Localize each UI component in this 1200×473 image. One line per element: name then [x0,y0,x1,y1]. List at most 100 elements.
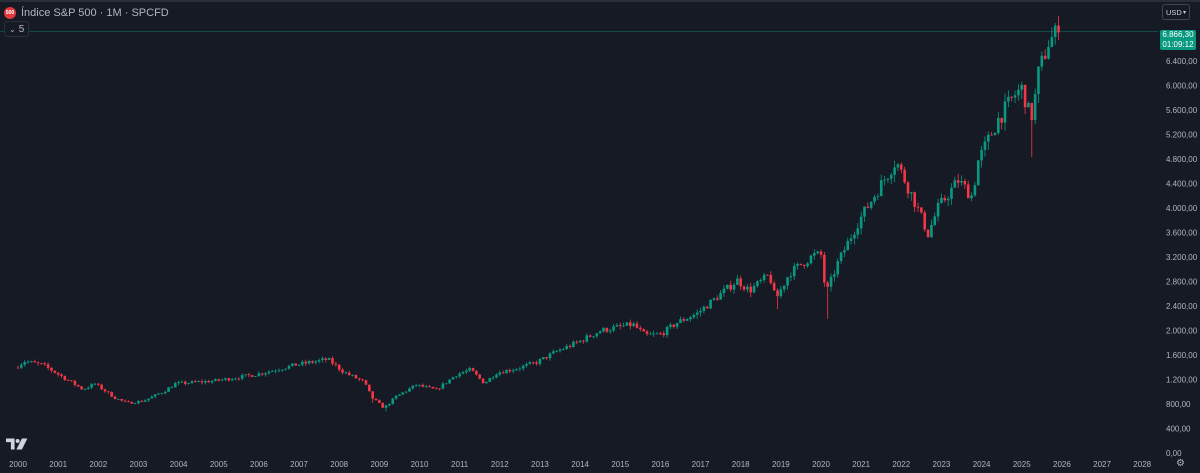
candle-body [374,398,378,401]
candle [766,274,769,276]
settings-gear-icon[interactable]: ⚙ [1176,458,1185,469]
candle [578,340,582,343]
candle-body [692,314,696,318]
candle [408,387,411,393]
candle-body [334,363,338,365]
candle [291,363,294,367]
symbol-legend[interactable]: 500 Índice S&P 500 · 1M · SPCFD [4,5,169,21]
candle-body [702,306,706,311]
candle-body [281,369,284,371]
candle-body [572,341,575,347]
candle-body [552,351,555,354]
candle-body [83,388,87,390]
candle-body [378,400,381,403]
candle [535,360,538,366]
candle-body [511,370,515,372]
candle [294,363,298,366]
candle-body [247,374,251,376]
candle-body [408,388,411,392]
candle-body [836,261,840,275]
candle-body [789,276,793,278]
candle [364,379,368,386]
candle-body [398,394,401,396]
x-tick-label: 2002 [89,460,107,469]
y-tick-label: 1.200,00 [1166,376,1198,385]
candle-body [809,255,813,264]
candle-body [224,378,227,380]
candle-body [485,381,488,384]
candle-body [679,319,682,323]
candle [652,330,656,337]
candle-body [488,378,492,382]
candle [200,379,204,385]
candle [950,183,953,205]
candle [588,334,592,338]
candle [80,385,83,390]
candle [702,305,706,314]
candle-body [491,377,495,379]
caret-down-icon: ▾ [1182,9,1186,16]
candle [525,362,528,368]
candle-body [455,376,458,378]
candle [642,328,645,332]
tradingview-logo-icon[interactable] [6,437,28,451]
candle-body [204,381,207,383]
candle [856,222,860,240]
candle [816,250,819,255]
candle-body [856,228,860,235]
candle-body [1010,96,1014,98]
candle-body [525,364,528,366]
candle-body [1013,95,1017,98]
candle [267,370,271,376]
candle-body [297,364,301,366]
candle [347,370,351,377]
candle [260,372,264,377]
candle [635,321,639,329]
candle-body [936,202,940,217]
candle [123,399,127,403]
candle [127,400,130,403]
candle-body [314,361,318,363]
candle [475,369,478,376]
candle [538,357,542,367]
candle-body [30,361,33,362]
candle [736,275,739,285]
candle-body [709,299,712,309]
candle-body [732,284,736,290]
candle [605,327,609,334]
y-tick-label: 400,00 [1166,425,1191,434]
candle-body [515,369,518,371]
candle-body [200,381,204,383]
candle [675,322,679,330]
candle [478,373,482,380]
candle-body [264,373,267,375]
candle-body [829,276,833,287]
candle-body [699,310,702,313]
y-tick-label: 3.200,00 [1166,253,1198,262]
candle-body [746,286,749,290]
candle-body [267,371,271,374]
candle [776,288,779,310]
candle [448,379,451,384]
currency-selector[interactable]: USD ▾ [1162,4,1190,20]
candle [438,388,441,391]
candle-body [130,401,134,404]
indicators-toggle-button[interactable]: ⌄ 5 [4,21,30,37]
candle [66,379,70,381]
candle-body [816,251,819,254]
candle [274,369,277,374]
candle [143,399,147,402]
candle-body [889,174,893,179]
candle [930,219,933,238]
candle [20,363,23,370]
candle-body [1003,101,1007,123]
candle-body [421,384,425,387]
candle [307,359,311,365]
candle-body [137,400,140,404]
candle [846,237,850,251]
candle-body [1027,103,1030,108]
candle [498,370,502,377]
candle [866,202,870,209]
candle [388,403,391,407]
